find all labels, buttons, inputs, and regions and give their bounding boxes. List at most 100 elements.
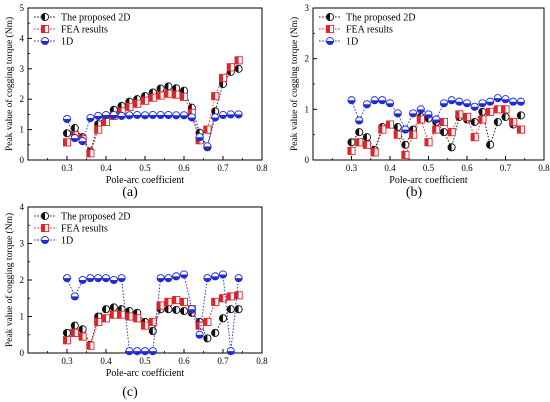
one-d-marker-fill [172, 276, 180, 280]
x-tick-label: 0.7 [500, 163, 512, 173]
x-tick-label: 0.7 [217, 163, 229, 173]
one-d-marker-fill [355, 120, 363, 125]
x-tick-label: 0.4 [384, 163, 396, 173]
one-d-marker-fill [203, 146, 211, 150]
proposed-2d-marker-fill [394, 123, 398, 131]
one-d-marker-fill [203, 278, 211, 282]
y-axis-label: Peak value of cogging torque (Nm) [289, 17, 300, 151]
fea-marker-fill [424, 138, 429, 146]
x-tick-label: 0.8 [256, 356, 268, 366]
one-d-marker-fill [102, 278, 110, 282]
proposed-2d-marker-fill [63, 129, 67, 137]
one-d-marker-fill [86, 118, 94, 122]
one-d-marker-fill [188, 117, 196, 122]
legend-label-1: FEA results [346, 25, 393, 36]
proposed-2d-marker-fill [227, 305, 231, 313]
one-d-marker-fill [401, 129, 409, 134]
x-tick-label: 0.3 [61, 163, 73, 173]
fea-marker-fill [401, 151, 406, 159]
fea-marker-fill [409, 131, 414, 139]
fea-marker-fill [203, 318, 208, 326]
one-d-marker-fill [378, 100, 386, 104]
legend-label-2: 1D [61, 236, 73, 247]
proposed-2d-marker-fill [180, 307, 184, 315]
proposed-2d-marker-fill [164, 305, 169, 313]
fea-marker-fill [94, 318, 99, 326]
one-d-marker-fill [448, 100, 456, 104]
fea-marker-fill [355, 138, 360, 146]
one-d-marker-fill [164, 278, 172, 282]
proposed-2d-marker-fill [180, 87, 184, 95]
y-tick-label: 3 [305, 3, 310, 13]
one-d-marker-fill [94, 115, 102, 120]
fea-marker-fill [149, 94, 153, 102]
one-d-marker-fill [180, 274, 188, 279]
fea-marker-fill [440, 118, 444, 126]
one-d-marker-fill [180, 115, 188, 119]
proposed-2d-marker-fill [448, 143, 452, 151]
fea-marker-fill [371, 148, 375, 156]
proposed-2d-marker-fill [63, 329, 67, 337]
fea-marker-fill [94, 126, 99, 134]
one-d-marker-fill [517, 101, 525, 106]
one-d-marker-fill [386, 103, 394, 107]
one-d-marker-fill [149, 115, 157, 119]
subplot-label-b: (b) [406, 185, 423, 200]
one-d-marker-fill [79, 141, 87, 145]
proposed-2d-marker-fill [78, 325, 83, 333]
legend-label-1: FEA results [61, 224, 108, 235]
proposed-2d-marker-fill [494, 118, 498, 126]
y-tick-label: 4 [20, 33, 25, 43]
proposed-2d-marker-fill [203, 334, 208, 342]
x-tick-label: 0.6 [178, 356, 190, 366]
x-tick-label: 0.7 [217, 356, 229, 366]
y-tick-label: 2 [305, 54, 310, 64]
fea-marker-fill [203, 126, 208, 134]
one-d-marker-fill [347, 100, 356, 104]
one-d-marker-fill [196, 137, 204, 141]
one-d-marker-fill [94, 278, 102, 282]
fea-marker-fill [347, 147, 352, 155]
x-axis-label: Pole-arc coefficient [106, 175, 185, 186]
fea-marker-fill [471, 133, 475, 141]
subplot-c: 0.3 0.4 0.5 0.6 0.7 0.8 0 1 2 3 4 Pole-arc coeffici… [4, 202, 268, 379]
one-d-marker-fill [125, 115, 133, 119]
x-axis-label: Pole-arc coefficient [389, 175, 468, 186]
x-tick-label: 0.5 [139, 356, 151, 366]
one-d-marker-fill [478, 103, 486, 107]
one-d-marker-fill [63, 278, 71, 282]
one-d-marker-fill [157, 278, 165, 282]
fea-marker-fill [41, 25, 45, 33]
one-d-marker-fill [235, 278, 243, 282]
fea-marker-fill [102, 118, 106, 126]
one-d-marker-fill [463, 103, 471, 107]
one-d-marker-fill [110, 280, 118, 284]
legend-label-2: 1D [61, 37, 73, 48]
legend-label-0: The proposed 2D [61, 13, 130, 24]
fea-marker-fill [211, 92, 216, 100]
one-d-marker-fill [494, 98, 502, 102]
fea-marker-fill [378, 126, 383, 134]
fea-marker-fill [102, 314, 106, 322]
one-d-marker-fill [63, 118, 71, 123]
one-d-marker-fill [235, 114, 243, 118]
fea-marker-fill [157, 301, 161, 310]
fea-marker-fill [86, 149, 91, 157]
fea-marker-fill [235, 56, 239, 64]
proposed-2d-marker-fill [41, 212, 45, 220]
proposed-2d-marker-fill [211, 107, 216, 115]
one-d-marker-fill [509, 101, 517, 106]
subplot-b: 0.3 0.4 0.5 0.6 0.7 0.8 0 1 2 3 Pole-arc coefficie… [289, 3, 550, 186]
fea-marker-fill [41, 224, 45, 232]
one-d-marker-fill [227, 351, 235, 355]
one-d-marker-fill [110, 115, 118, 119]
one-d-marker-fill [164, 115, 172, 119]
proposed-2d-marker-fill [326, 13, 330, 21]
fea-marker-fill [219, 74, 223, 82]
fea-marker-fill [149, 318, 153, 326]
one-d-marker-fill [440, 103, 448, 107]
fea-marker-fill [180, 298, 184, 306]
fea-marker-fill [326, 25, 330, 33]
one-d-marker-fill [71, 296, 79, 301]
